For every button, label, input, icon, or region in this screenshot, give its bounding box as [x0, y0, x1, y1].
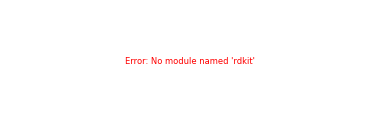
Text: Error: No module named 'rdkit': Error: No module named 'rdkit': [125, 58, 254, 66]
